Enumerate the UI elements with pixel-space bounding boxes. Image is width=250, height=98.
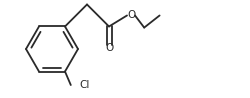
Text: O: O <box>105 43 113 53</box>
Text: Cl: Cl <box>80 80 90 90</box>
Text: O: O <box>127 10 135 20</box>
